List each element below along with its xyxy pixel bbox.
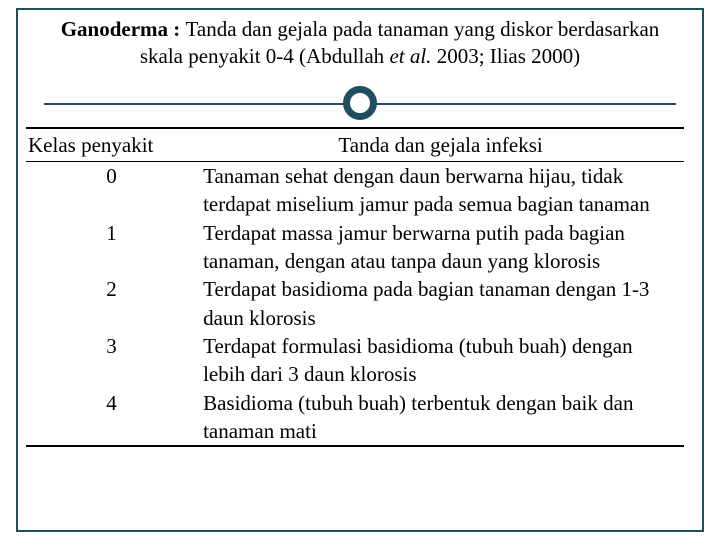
table-header-row: Kelas penyakit Tanda dan gejala infeksi bbox=[26, 128, 684, 162]
table-row: 4 Basidioma (tubuh buah) terbentuk denga… bbox=[26, 389, 684, 447]
title-italic: et al. bbox=[389, 44, 431, 68]
disease-scale-table: Kelas penyakit Tanda dan gejala infeksi … bbox=[26, 127, 684, 448]
header-kelas: Kelas penyakit bbox=[26, 128, 197, 162]
table-row: 1 Terdapat massa jamur berwarna putih pa… bbox=[26, 219, 684, 276]
title-bold: Ganoderma : bbox=[61, 17, 186, 41]
title-line2-prefix: skala penyakit 0-4 (Abdullah bbox=[140, 44, 390, 68]
cell-desc: Terdapat basidioma pada bagian tanaman d… bbox=[197, 275, 684, 332]
title-line1: Tanda dan gejala pada tanaman yang disko… bbox=[186, 17, 660, 41]
table-row: 0 Tanaman sehat dengan daun berwarna hij… bbox=[26, 161, 684, 218]
disease-scale-table-wrap: Kelas penyakit Tanda dan gejala infeksi … bbox=[18, 123, 702, 448]
cell-kelas: 1 bbox=[26, 219, 197, 276]
header-desc: Tanda dan gejala infeksi bbox=[197, 128, 684, 162]
cell-kelas: 4 bbox=[26, 389, 197, 447]
cell-kelas: 3 bbox=[26, 332, 197, 389]
cell-desc: Terdapat formulasi basidioma (tubuh buah… bbox=[197, 332, 684, 389]
cell-kelas: 0 bbox=[26, 161, 197, 218]
divider bbox=[44, 89, 676, 117]
cell-desc: Terdapat massa jamur berwarna putih pada… bbox=[197, 219, 684, 276]
slide-title: Ganoderma : Tanda dan gejala pada tanama… bbox=[18, 10, 702, 89]
slide-frame: Ganoderma : Tanda dan gejala pada tanama… bbox=[16, 8, 704, 532]
divider-circle-icon bbox=[343, 86, 377, 120]
cell-desc: Basidioma (tubuh buah) terbentuk dengan … bbox=[197, 389, 684, 447]
table-row: 3 Terdapat formulasi basidioma (tubuh bu… bbox=[26, 332, 684, 389]
cell-kelas: 2 bbox=[26, 275, 197, 332]
title-line2-suffix: 2003; Ilias 2000) bbox=[431, 44, 580, 68]
cell-desc: Tanaman sehat dengan daun berwarna hijau… bbox=[197, 161, 684, 218]
table-row: 2 Terdapat basidioma pada bagian tanaman… bbox=[26, 275, 684, 332]
